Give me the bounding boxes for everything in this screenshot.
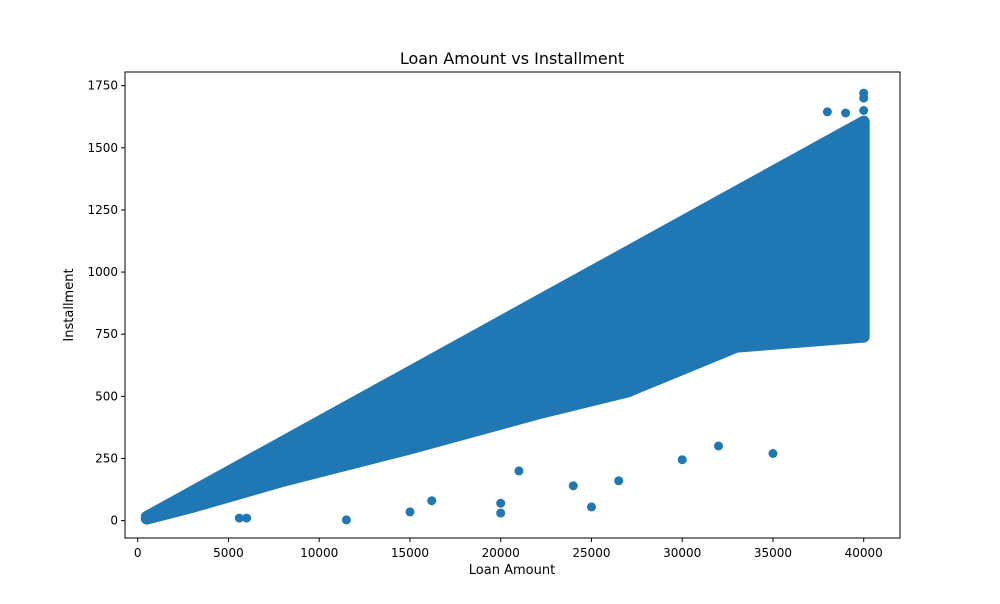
x-tick-label: 5000	[213, 546, 244, 560]
data-point	[568, 375, 578, 385]
x-tick-label: 30000	[663, 546, 701, 560]
x-tick-label: 20000	[482, 546, 520, 560]
data-point	[822, 107, 832, 117]
x-tick-label: 10000	[300, 546, 338, 560]
data-point	[641, 352, 651, 362]
data-point	[405, 507, 415, 517]
data-point	[859, 106, 869, 115]
y-tick-label: 500	[95, 389, 118, 403]
data-point	[341, 515, 351, 525]
data-point	[614, 476, 624, 486]
data-points	[142, 88, 869, 525]
y-tick-label: 1250	[87, 203, 118, 217]
data-point	[142, 512, 152, 522]
data-point	[187, 495, 197, 505]
data-point	[387, 429, 397, 439]
x-tick-label: 25000	[572, 546, 610, 560]
data-point	[459, 406, 469, 416]
data-point	[242, 513, 252, 523]
y-axis: 0 250 500 750 1000 1250 1500 1750	[87, 79, 125, 528]
data-point	[242, 476, 252, 486]
data-point	[714, 441, 723, 451]
y-tick-label: 1500	[87, 141, 118, 155]
dense-point-band	[140, 115, 870, 525]
data-point	[822, 292, 832, 302]
data-point	[169, 502, 179, 512]
data-point	[151, 509, 161, 519]
data-point	[423, 417, 433, 427]
x-tick-label: 0	[134, 546, 142, 560]
data-point	[278, 463, 288, 473]
data-point	[496, 508, 506, 518]
data-point	[496, 396, 506, 406]
x-tick-label: 35000	[754, 546, 792, 560]
data-point	[351, 440, 360, 450]
x-axis-label: Loan Amount	[469, 563, 555, 578]
data-point	[677, 342, 687, 352]
data-point	[532, 386, 542, 396]
x-tick-label: 15000	[391, 546, 429, 560]
data-point	[496, 498, 506, 508]
data-point	[587, 502, 596, 512]
data-point	[427, 496, 437, 506]
y-tick-label: 1000	[87, 265, 118, 279]
data-point	[714, 330, 723, 340]
data-point	[768, 449, 778, 458]
data-point	[786, 304, 796, 314]
data-point	[605, 364, 615, 374]
data-point	[677, 455, 687, 465]
y-tick-label: 0	[110, 514, 118, 528]
y-tick-label: 250	[95, 451, 118, 465]
data-point	[859, 93, 869, 103]
data-point	[750, 319, 760, 329]
x-tick-label: 40000	[845, 546, 883, 560]
data-point	[314, 451, 324, 461]
y-tick-label: 750	[95, 327, 118, 341]
data-point	[234, 513, 244, 523]
plot-frame	[124, 71, 901, 539]
data-point	[768, 312, 778, 322]
data-point	[224, 482, 233, 492]
data-point	[568, 481, 578, 491]
y-tick-label: 1750	[87, 79, 118, 93]
data-point	[841, 108, 851, 118]
data-point	[859, 280, 869, 289]
chart-title: Loan Amount vs Installment	[400, 49, 624, 68]
dense-band-area	[140, 115, 870, 525]
data-point	[514, 466, 524, 476]
x-axis: 0 5000 10000 15000 20000 25000 30000 35000 40000	[134, 538, 883, 560]
y-axis-label: Installment	[62, 268, 77, 341]
